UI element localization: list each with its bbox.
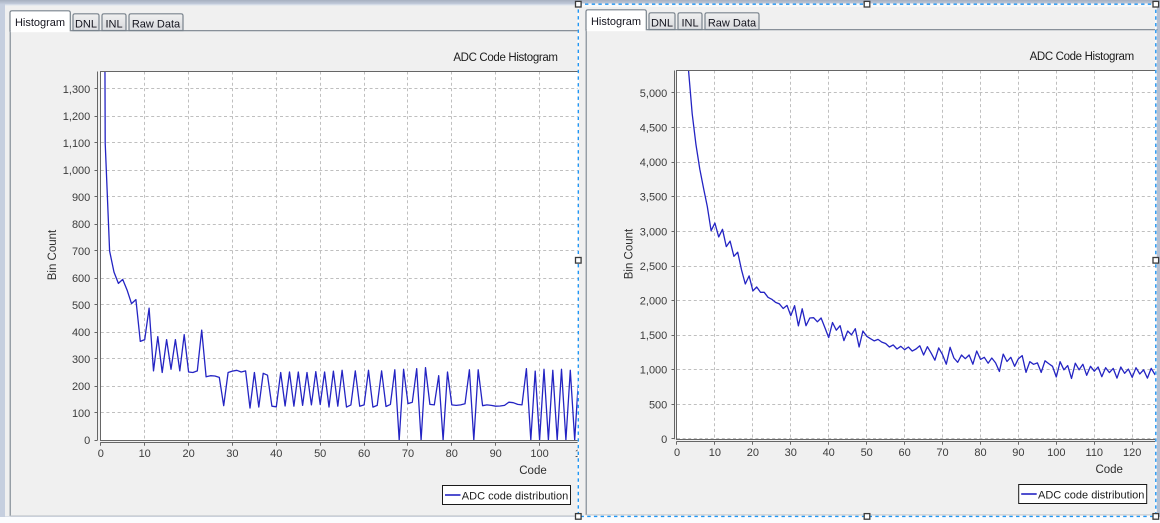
svg-text:50: 50 <box>314 448 326 460</box>
svg-text:80: 80 <box>446 448 458 460</box>
svg-text:40: 40 <box>270 448 282 460</box>
svg-text:0: 0 <box>84 435 90 447</box>
svg-text:0: 0 <box>674 447 680 459</box>
svg-text:70: 70 <box>936 447 948 459</box>
svg-text:20: 20 <box>747 447 759 459</box>
svg-text:2,500: 2,500 <box>640 261 668 273</box>
svg-text:Code: Code <box>519 465 547 477</box>
svg-text:1,300: 1,300 <box>63 84 91 96</box>
svg-text:INL: INL <box>105 19 122 31</box>
svg-text:30: 30 <box>785 447 797 459</box>
svg-text:Bin Count: Bin Count <box>47 229 59 280</box>
svg-text:INL: INL <box>681 18 698 30</box>
svg-text:ADC Code Histogram: ADC Code Histogram <box>1030 51 1134 63</box>
svg-text:1,000: 1,000 <box>640 365 668 377</box>
svg-text:50: 50 <box>861 447 873 459</box>
svg-text:500: 500 <box>72 300 90 312</box>
svg-text:1,500: 1,500 <box>640 330 668 342</box>
svg-text:ADC code distribution: ADC code distribution <box>462 490 568 502</box>
svg-text:90: 90 <box>490 448 502 460</box>
svg-text:1,000: 1,000 <box>63 165 91 177</box>
svg-text:3,500: 3,500 <box>640 192 668 204</box>
svg-text:90: 90 <box>1012 447 1024 459</box>
svg-text:4,500: 4,500 <box>640 123 668 135</box>
svg-text:80: 80 <box>974 447 986 459</box>
svg-text:0: 0 <box>661 434 667 446</box>
svg-text:1,200: 1,200 <box>63 111 91 123</box>
svg-text:60: 60 <box>358 448 370 460</box>
svg-text:120: 120 <box>1123 447 1141 459</box>
svg-text:10: 10 <box>709 447 721 459</box>
svg-text:Histogram: Histogram <box>15 17 65 29</box>
svg-text:1,100: 1,100 <box>63 138 91 150</box>
svg-text:110: 110 <box>1086 447 1104 459</box>
svg-text:100: 100 <box>530 448 548 460</box>
svg-text:900: 900 <box>72 192 90 204</box>
svg-text:DNL: DNL <box>651 18 673 30</box>
svg-text:40: 40 <box>823 447 835 459</box>
svg-text:Bin Count: Bin Count <box>623 228 635 279</box>
svg-text:300: 300 <box>72 354 90 366</box>
svg-text:400: 400 <box>72 327 90 339</box>
svg-text:Raw Data: Raw Data <box>132 19 181 31</box>
svg-text:0: 0 <box>98 448 104 460</box>
svg-text:20: 20 <box>182 448 194 460</box>
svg-text:70: 70 <box>402 448 414 460</box>
svg-text:200: 200 <box>72 381 90 393</box>
svg-text:100: 100 <box>1047 447 1065 459</box>
svg-text:ADC Code Histogram: ADC Code Histogram <box>453 52 557 64</box>
svg-text:700: 700 <box>72 246 90 258</box>
svg-text:2,000: 2,000 <box>640 296 668 308</box>
svg-text:10: 10 <box>139 448 151 460</box>
svg-text:3,000: 3,000 <box>640 226 668 238</box>
svg-text:30: 30 <box>226 448 238 460</box>
svg-text:5,000: 5,000 <box>640 88 668 100</box>
svg-text:600: 600 <box>72 273 90 285</box>
svg-text:Raw Data: Raw Data <box>708 18 757 30</box>
svg-text:DNL: DNL <box>75 19 97 31</box>
svg-text:Code: Code <box>1095 464 1123 476</box>
svg-text:ADC code distribution: ADC code distribution <box>1038 489 1144 501</box>
svg-text:500: 500 <box>649 399 667 411</box>
svg-text:800: 800 <box>72 219 90 231</box>
svg-text:60: 60 <box>898 447 910 459</box>
svg-text:Histogram: Histogram <box>591 16 641 28</box>
svg-text:100: 100 <box>72 408 90 420</box>
svg-text:4,000: 4,000 <box>640 157 668 169</box>
